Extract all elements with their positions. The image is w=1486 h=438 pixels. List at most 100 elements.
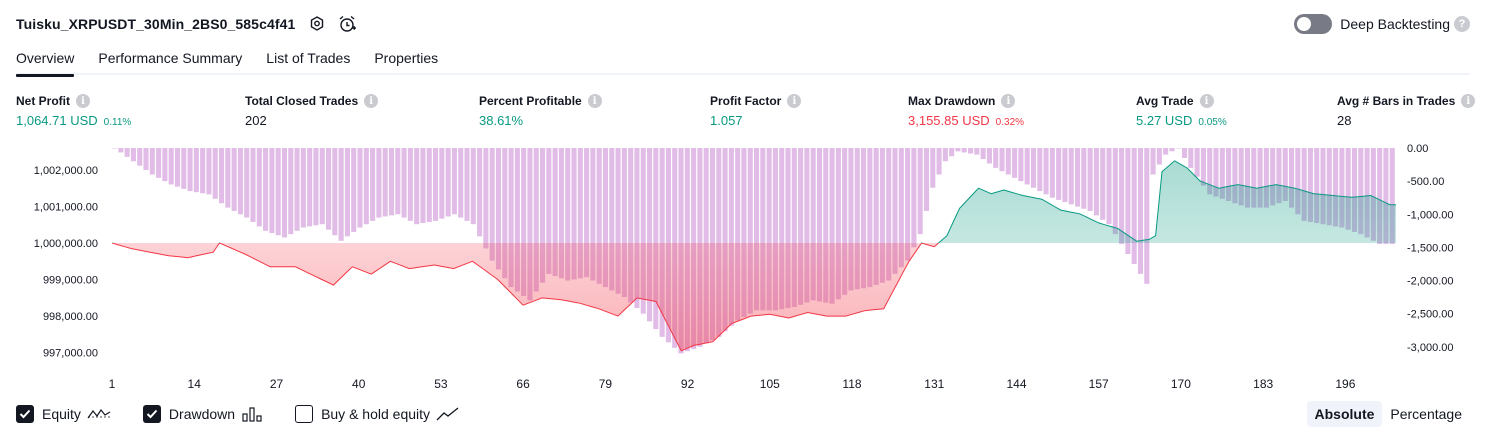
tab-properties[interactable]: Properties xyxy=(374,44,438,75)
drawdown-bar xyxy=(206,148,211,194)
stat-value: 202 xyxy=(245,113,267,128)
deep-backtesting-toggle[interactable] xyxy=(1294,14,1332,34)
x-axis-label: 92 xyxy=(681,377,695,391)
drawdown-bar xyxy=(1106,148,1111,224)
drawdown-checkbox[interactable] xyxy=(143,405,161,423)
info-icon[interactable]: i xyxy=(787,94,801,108)
tab-performance-summary[interactable]: Performance Summary xyxy=(98,44,242,75)
drawdown-bar xyxy=(1176,148,1181,149)
equity-checkbox[interactable] xyxy=(16,405,34,423)
info-icon[interactable]: i xyxy=(364,94,378,108)
drawdown-bar xyxy=(999,148,1004,171)
drawdown-bar xyxy=(269,148,274,233)
drawdown-bar xyxy=(143,148,148,170)
tab-overview[interactable]: Overview xyxy=(16,44,74,75)
drawdown-bar xyxy=(1132,148,1137,264)
left-axis: 1,002,000.001,001,000.001,000,000.00999,… xyxy=(34,165,98,360)
drawdown-bar xyxy=(911,148,916,247)
absolute-button[interactable]: Absolute xyxy=(1307,401,1383,427)
info-icon[interactable]: i xyxy=(1461,94,1475,108)
drawdown-bar xyxy=(238,148,243,214)
stat-label: Max Drawdown xyxy=(908,94,995,108)
x-axis-label: 131 xyxy=(924,377,944,391)
equity-chart[interactable]: 1,002,000.00 1,001,000.00 1,000,000.00 999,… xyxy=(0,140,1486,398)
drawdown-bar xyxy=(433,148,438,221)
drawdown-bar xyxy=(943,148,948,161)
drawdown-bar xyxy=(118,148,123,152)
percentage-button[interactable]: Percentage xyxy=(1382,401,1470,427)
drawdown-bar xyxy=(339,148,344,241)
left-axis-label: 1,001,000.00 xyxy=(34,202,98,214)
deep-backtesting: Deep Backtesting ? xyxy=(1294,12,1470,36)
right-axis-label: -500.00 xyxy=(1407,176,1444,188)
stat-value: 5.27 USD xyxy=(1136,113,1192,128)
buyhold-line-icon xyxy=(436,406,460,422)
right-axis-label: -2,500.00 xyxy=(1407,309,1453,321)
drawdown-bar xyxy=(194,148,199,192)
drawdown-bar xyxy=(232,148,237,211)
help-icon[interactable]: ? xyxy=(1454,16,1470,32)
legend-drawdown[interactable]: Drawdown xyxy=(143,405,263,423)
legend-equity[interactable]: Equity xyxy=(16,405,111,423)
alarm-add-icon[interactable] xyxy=(335,12,359,36)
drawdown-bar xyxy=(1012,148,1017,178)
drawdown-bar xyxy=(1151,148,1156,175)
drawdown-bar xyxy=(1100,148,1105,220)
drawdown-bar xyxy=(376,148,381,218)
legend-label: Buy & hold equity xyxy=(321,406,430,422)
stat-value: 1.057 xyxy=(710,113,743,128)
drawdown-bar xyxy=(1144,148,1149,284)
drawdown-bar xyxy=(452,148,457,214)
stat-total-closed-trades: Total Closed Trades i 202 xyxy=(245,93,378,128)
tab-list-of-trades[interactable]: List of Trades xyxy=(266,44,350,75)
drawdown-bar xyxy=(1188,148,1193,168)
drawdown-bar xyxy=(345,148,350,236)
info-icon[interactable]: i xyxy=(1001,94,1015,108)
buyhold-checkbox[interactable] xyxy=(295,405,313,423)
x-axis-label: 196 xyxy=(1335,377,1355,391)
right-axis-label: -2,000.00 xyxy=(1407,276,1453,288)
drawdown-bar xyxy=(1113,148,1118,234)
drawdown-bar xyxy=(389,148,394,215)
drawdown-bar xyxy=(301,148,306,228)
x-axis-label: 27 xyxy=(270,377,284,391)
legend-label: Equity xyxy=(42,406,81,422)
legend-buy-hold[interactable]: Buy & hold equity xyxy=(295,405,460,423)
stat-avg-trade: Avg Trade i 5.27 USD 0.05% xyxy=(1136,93,1227,128)
drawdown-bar xyxy=(307,148,312,226)
stat-value: 1,064.71 USD xyxy=(16,113,98,128)
stats-row: Net Profit i 1,064.71 USD 0.11% Total Clos… xyxy=(16,93,1470,133)
x-axis-label: 144 xyxy=(1006,377,1026,391)
drawdown-bar xyxy=(1088,148,1093,211)
drawdown-bar xyxy=(332,148,337,235)
right-axis-label: -1,000.00 xyxy=(1407,209,1453,221)
drawdown-bar xyxy=(1069,148,1074,204)
drawdown-bar xyxy=(257,148,262,226)
info-icon[interactable]: i xyxy=(76,94,90,108)
info-icon[interactable]: i xyxy=(588,94,602,108)
drawdown-bar xyxy=(295,148,300,231)
stat-label: Avg # Bars in Trades xyxy=(1337,94,1455,108)
drawdown-bar xyxy=(471,148,476,224)
x-axis-label: 1 xyxy=(109,377,116,391)
drawdown-bar xyxy=(219,148,224,203)
x-axis-label: 14 xyxy=(188,377,202,391)
right-axis-label: -3,000.00 xyxy=(1407,342,1453,354)
info-icon[interactable]: i xyxy=(1200,94,1214,108)
drawdown-bar xyxy=(276,148,281,235)
drawdown-bar xyxy=(1201,148,1206,186)
settings-icon[interactable] xyxy=(305,12,329,36)
drawdown-bar xyxy=(1182,148,1187,158)
left-axis-label: 999,000.00 xyxy=(43,275,98,287)
drawdown-bar xyxy=(930,148,935,188)
drawdown-bar xyxy=(924,148,929,211)
x-axis-label: 183 xyxy=(1253,377,1273,391)
x-axis-label: 105 xyxy=(760,377,780,391)
drawdown-bar xyxy=(937,148,942,175)
drawdown-bar xyxy=(962,148,967,152)
drawdown-bar xyxy=(483,148,488,248)
drawdown-bar xyxy=(408,148,413,221)
left-axis-label: 997,000.00 xyxy=(43,348,98,360)
drawdown-bar xyxy=(981,148,986,159)
drawdown-bar xyxy=(175,148,180,187)
